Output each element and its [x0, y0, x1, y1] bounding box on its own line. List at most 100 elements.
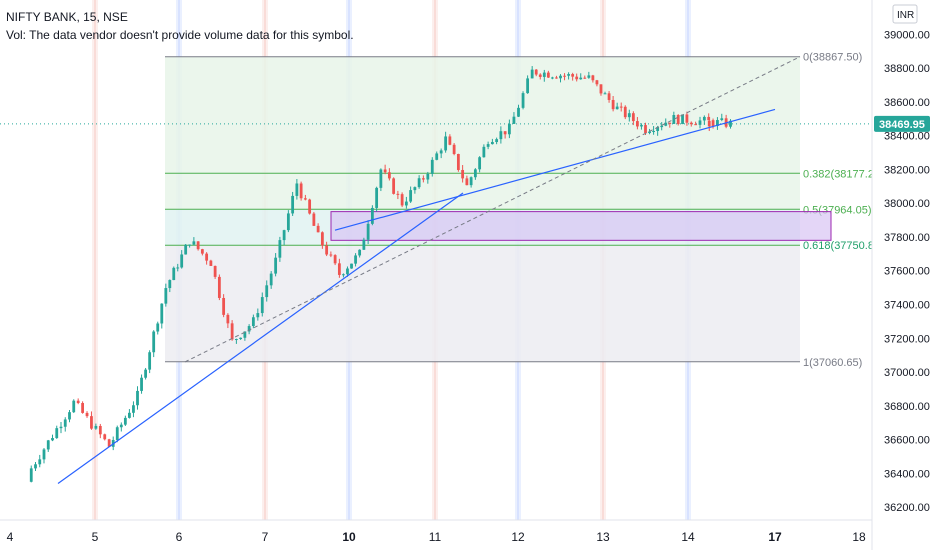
candle-body [205, 253, 209, 261]
candle-body [366, 223, 370, 240]
candle-body [478, 157, 482, 170]
currency-badge [892, 4, 918, 24]
time-tick-label: 5 [92, 530, 99, 544]
candle-body [660, 125, 664, 128]
time-tick-label: 6 [176, 530, 183, 544]
candle-body [103, 434, 107, 440]
price-tick-label: 37600.00 [884, 266, 930, 278]
time-tick-label: 10 [342, 530, 356, 544]
candle-body [320, 232, 324, 246]
candle-body [517, 107, 520, 117]
price-tick-label: 37000.00 [884, 367, 930, 379]
candle-body [200, 249, 204, 254]
candle-body [333, 255, 337, 264]
candle-body [503, 131, 507, 135]
candle-body [409, 190, 413, 202]
candle-body [379, 169, 383, 188]
candle-body [196, 241, 200, 250]
candle-body [192, 241, 196, 245]
candle-body [591, 75, 595, 81]
candle-body [282, 230, 286, 241]
candle-body [611, 99, 615, 110]
candle-body [546, 72, 550, 78]
candle-body [461, 169, 465, 179]
candle-body [507, 123, 511, 135]
candle-body [452, 144, 456, 154]
price-tick-label: 38200.00 [884, 164, 930, 176]
candle-body [362, 239, 366, 250]
candle-body [636, 121, 639, 127]
time-axis[interactable]: 4 5 6 7 10 11 12 13 14 17 18 [0, 519, 872, 544]
candle-body [213, 265, 217, 277]
candle-body [325, 245, 329, 255]
candle-body [34, 464, 37, 469]
price-axis[interactable]: 39000.00 38800.00 38600.00 38400.00 38200.00… [871, 0, 932, 550]
candle-body [707, 116, 711, 121]
candle-body [370, 207, 374, 224]
candle-body [473, 169, 477, 178]
candle-body [278, 240, 282, 258]
fib-level-label: 1(37060.65) [803, 357, 862, 369]
candle-body [303, 198, 307, 200]
candle-body [656, 127, 660, 132]
candle-body [448, 136, 452, 145]
candle-body [664, 122, 668, 126]
trendlines[interactable] [57, 56, 801, 484]
candle-body [337, 263, 341, 275]
candle-body [299, 183, 303, 199]
candle-body [648, 131, 651, 134]
price-tick-label: 37800.00 [884, 232, 930, 244]
candle-body [160, 303, 164, 324]
candle-body [180, 254, 184, 268]
price-tick-label: 36800.00 [884, 401, 930, 413]
candle-body [392, 178, 396, 194]
candle-body [251, 317, 255, 327]
time-tick-label: 17 [768, 530, 782, 544]
price-tick-label: 36200.00 [884, 502, 930, 514]
candle-body [702, 116, 706, 121]
candle-body [136, 390, 139, 406]
candle-body [172, 267, 176, 281]
fib-band [165, 245, 800, 362]
candle-body [312, 213, 316, 226]
candle-body [619, 106, 623, 108]
fib-trend-diagonal [184, 56, 801, 363]
candle-body [430, 159, 434, 174]
candle-body [152, 331, 156, 353]
candle-body [579, 77, 583, 80]
candle-body [694, 124, 698, 126]
time-tick-label: 7 [262, 530, 269, 544]
candle-body [156, 323, 160, 332]
candle-body [567, 74, 570, 76]
candle-body [247, 326, 251, 332]
fib-level-label: 0.618(37750.85) [803, 240, 884, 252]
candle-body [644, 125, 647, 134]
candle-body [295, 183, 299, 196]
candle-body [358, 249, 362, 256]
candle-body [176, 267, 180, 269]
candle-body [595, 80, 599, 85]
price-tick-label: 38400.00 [884, 131, 930, 143]
candle-body [346, 268, 349, 275]
trendline-support [57, 192, 464, 484]
fib-level-label: 0(38867.50) [803, 52, 862, 64]
candle-body [184, 244, 188, 255]
time-tick-label: 4 [7, 530, 14, 544]
demand-zone-rectangle[interactable] [330, 211, 832, 241]
candle-body [538, 74, 542, 77]
trendline-channel [334, 108, 776, 231]
candle-body [413, 187, 417, 191]
candle-body [615, 106, 619, 110]
candle-body [421, 178, 425, 180]
price-axis-background [872, 0, 932, 550]
candle-body [400, 194, 404, 206]
candle-body [685, 114, 689, 123]
time-tick-label: 13 [596, 530, 610, 544]
candle-body [38, 459, 42, 465]
candle-body [482, 146, 486, 158]
candle-body [555, 77, 558, 79]
candle-body [188, 244, 192, 246]
candle-body [534, 69, 538, 75]
candle-body [720, 118, 724, 121]
